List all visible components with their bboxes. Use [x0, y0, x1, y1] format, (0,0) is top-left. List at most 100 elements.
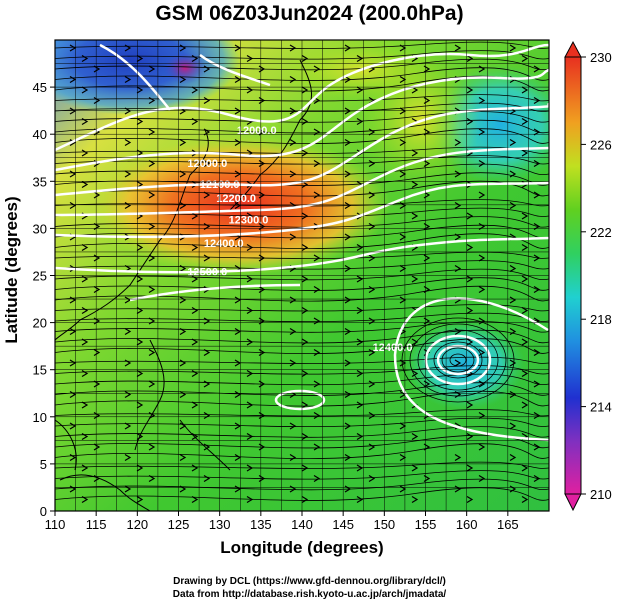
streamline-arrow [191, 432, 199, 441]
streamline-arrow [203, 191, 211, 199]
streamline-arrow [313, 254, 321, 262]
streamline-arrow [81, 401, 89, 409]
streamline [55, 321, 549, 333]
streamline-arrow [313, 159, 321, 168]
streamline-arrow [533, 443, 541, 451]
streamline-arrow [521, 54, 529, 63]
height-contour-closed [274, 389, 326, 411]
x-tick-label: 135 [250, 517, 272, 532]
streamline-arrow [93, 191, 101, 199]
streamline-arrow [344, 296, 352, 304]
streamline-arrow [93, 65, 101, 73]
streamline-arrow [466, 495, 474, 504]
streamline-arrow [301, 117, 309, 126]
streamline-arrow [191, 369, 199, 378]
streamline-arrow [313, 474, 321, 483]
streamline-arrow [509, 327, 517, 336]
colorbar-ticks: 230 226 222 218 214 210 [581, 50, 612, 502]
contour-label: 12200.0 [216, 193, 256, 205]
colorbar-tick-label: 226 [590, 137, 612, 152]
streamline [55, 50, 549, 60]
colorbar-tick-label: 218 [590, 312, 612, 327]
streamline-arrow [124, 453, 132, 462]
colorbar-scale [564, 56, 582, 495]
streamline-arrow [509, 296, 517, 304]
streamline-arrow [81, 243, 89, 252]
streamline-arrow [478, 380, 486, 388]
streamline-arrow [191, 86, 199, 94]
streamline-arrow [148, 380, 156, 388]
streamline-arrow [521, 117, 529, 126]
streamline-arrow [69, 201, 77, 210]
streamline-arrow [148, 65, 156, 73]
streamline-arrow [69, 296, 77, 304]
y-tick-label: 45 [33, 80, 47, 95]
streamline-arrow [124, 390, 132, 399]
colorbar-tick-label: 214 [590, 400, 612, 415]
streamline [55, 382, 549, 396]
streamline [55, 329, 549, 344]
streamline [55, 180, 549, 197]
x-tick-label: 145 [332, 517, 354, 532]
streamline-arrow [203, 411, 211, 420]
streamline-arrow [301, 432, 309, 441]
streamline-arrow [344, 327, 352, 336]
streamline-arrow [289, 359, 297, 367]
streamline-arrow [356, 86, 364, 94]
streamline-arrow [81, 117, 89, 126]
streamline-arrow [203, 317, 211, 325]
streamline [55, 67, 549, 81]
streamline-arrow [344, 170, 352, 178]
streamline-arrow [454, 359, 462, 367]
streamline-arrow [289, 170, 297, 178]
streamline-arrow [81, 369, 89, 378]
x-tick-label: 125 [168, 517, 190, 532]
streamline-arrow [368, 380, 376, 388]
streamline-arrow [344, 138, 352, 147]
contour-label: 12500.0 [187, 267, 227, 279]
streamline-arrow [533, 65, 541, 73]
streamline-arrow [148, 411, 156, 420]
streamline-arrow [81, 464, 89, 472]
streamline-arrow [356, 495, 364, 504]
streamline-arrow [136, 243, 144, 252]
x-axis: 110 115 120 125 130 135 140 145 150 155 160 165 [45, 511, 519, 532]
streamline-arrow [124, 422, 132, 430]
streamline [55, 277, 549, 291]
streamline-arrow [411, 432, 419, 441]
streamline-arrow [203, 474, 211, 483]
streamline-arrow [344, 453, 352, 462]
streamline-arrow [289, 422, 297, 430]
streamline-arrow [246, 338, 254, 346]
streamline-arrow [203, 96, 211, 105]
streamline-arrow [478, 65, 486, 73]
height-contour [55, 68, 549, 172]
streamline-arrow [136, 86, 144, 94]
streamline-arrow [521, 86, 529, 94]
streamline-arrow [246, 243, 254, 252]
streamline-arrow [191, 306, 199, 315]
streamline-arrow [313, 317, 321, 325]
height-contour [55, 236, 549, 274]
colorbar-max-arrow [564, 40, 582, 58]
streamline-arrow [93, 285, 101, 294]
streamline-arrow [246, 212, 254, 220]
streamline-arrow [69, 485, 77, 493]
coastlines [55, 59, 313, 511]
streamline-arrow [179, 485, 187, 493]
streamline-arrow [454, 44, 462, 52]
streamline-arrow [81, 149, 89, 157]
streamline-arrow [478, 254, 486, 262]
streamline-arrow [246, 401, 254, 409]
streamline-arrow [509, 422, 517, 430]
streamline-arrow [179, 44, 187, 52]
streamline-arrow [301, 306, 309, 315]
streamline [55, 163, 549, 176]
streamline-arrow [81, 306, 89, 315]
streamline-arrow [81, 338, 89, 346]
coastline [229, 59, 313, 211]
streamline-arrow [478, 191, 486, 199]
height-contour [55, 102, 549, 197]
streamline [55, 409, 549, 417]
